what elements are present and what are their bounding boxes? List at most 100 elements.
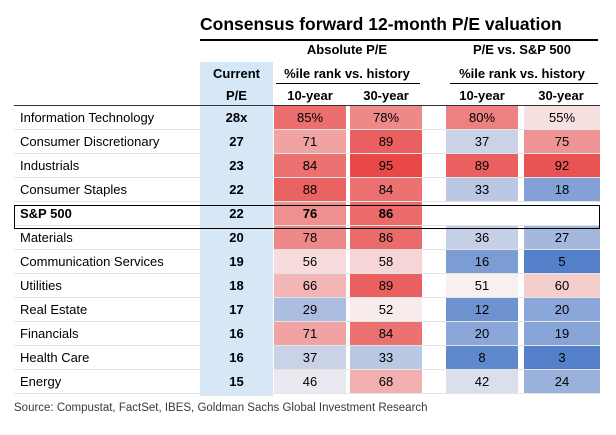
table-title: Consensus forward 12-month P/E valuation <box>200 14 562 34</box>
percentile-cell-abs10: 66 <box>274 274 346 298</box>
percentile-cell-abs30: 84 <box>350 178 422 202</box>
row-separator <box>14 225 600 226</box>
percentile-cell-rel10: 89 <box>446 154 518 178</box>
current-pe-value: 20 <box>229 230 244 245</box>
table-row: Information Technology 28x 85% 78% 80% 55% <box>14 106 600 130</box>
percentile-cell-rel30: 75 <box>524 130 600 154</box>
percentile-cell-abs30: 89 <box>350 130 422 154</box>
table-row: Consumer Staples 22 88 84 33 18 <box>14 178 600 202</box>
sector-label: Energy <box>20 374 62 389</box>
sector-label: Materials <box>20 230 73 245</box>
current-pe-value: 19 <box>229 254 244 269</box>
row-separator <box>14 345 600 346</box>
rel-10y-header: 10-year <box>459 88 505 103</box>
percentile-cell-rel30: 55% <box>524 106 600 130</box>
percentile-cell-abs30: 68 <box>350 370 422 394</box>
table-row: Health Care 16 37 33 8 3 <box>14 346 600 370</box>
source-note: Source: Compustat, FactSet, IBES, Goldma… <box>14 402 428 414</box>
relative-pe-header: P/E vs. S&P 500 <box>472 42 572 57</box>
current-header-line2: P/E <box>226 88 247 103</box>
absolute-subheader: %ile rank vs. history <box>284 66 410 81</box>
row-separator <box>14 369 600 370</box>
row-separator <box>14 393 600 394</box>
percentile-cell-abs30: 78% <box>350 106 422 130</box>
percentile-cell-abs30: 58 <box>350 250 422 274</box>
current-pe-value: 16 <box>229 326 244 341</box>
percentile-cell-abs10: 88 <box>274 178 346 202</box>
table-row: S&P 500 22 76 86 <box>14 202 600 226</box>
percentile-cell-abs10: 71 <box>274 322 346 346</box>
sector-label: Consumer Discretionary <box>20 134 160 149</box>
absolute-pe-header: Absolute P/E <box>306 42 388 57</box>
absolute-subheader-rule <box>276 83 420 84</box>
current-header-line1: Current <box>213 66 260 81</box>
row-separator <box>14 273 600 274</box>
abs-30y-header: 30-year <box>363 88 409 103</box>
sector-label: Information Technology <box>20 110 155 125</box>
percentile-cell-rel10: 20 <box>446 322 518 346</box>
title-underline <box>200 39 598 41</box>
percentile-cell-abs30: 52 <box>350 298 422 322</box>
percentile-cell-abs10: 46 <box>274 370 346 394</box>
percentile-cell-abs10: 84 <box>274 154 346 178</box>
current-pe-value: 15 <box>229 374 244 389</box>
percentile-cell-rel10: 8 <box>446 346 518 370</box>
percentile-cell-rel30: 60 <box>524 274 600 298</box>
current-pe-value: 22 <box>229 206 244 221</box>
percentile-cell-abs10: 56 <box>274 250 346 274</box>
current-pe-value: 22 <box>229 182 244 197</box>
sector-label: Health Care <box>20 350 90 365</box>
percentile-cell-rel30: 20 <box>524 298 600 322</box>
percentile-cell-rel10: 42 <box>446 370 518 394</box>
sector-label: Communication Services <box>20 254 164 269</box>
relative-subheader-rule <box>450 83 598 84</box>
relative-subheader: %ile rank vs. history <box>459 66 585 81</box>
row-separator <box>14 129 600 130</box>
percentile-cell-abs10: 78 <box>274 226 346 250</box>
percentile-cell-abs10: 37 <box>274 346 346 370</box>
sector-label: S&P 500 <box>20 206 72 221</box>
percentile-cell-abs10: 76 <box>274 202 346 226</box>
sp500-highlight-box <box>14 205 600 229</box>
percentile-cell-abs30: 95 <box>350 154 422 178</box>
abs-10y-header: 10-year <box>287 88 333 103</box>
sector-label: Industrials <box>20 158 80 173</box>
percentile-cell-rel10: 36 <box>446 226 518 250</box>
table-row: Real Estate 17 29 52 12 20 <box>14 298 600 322</box>
row-separator <box>14 153 600 154</box>
table-row: Utilities 18 66 89 51 60 <box>14 274 600 298</box>
percentile-cell-rel30: 27 <box>524 226 600 250</box>
row-separator <box>14 177 600 178</box>
current-pe-value: 18 <box>229 278 244 293</box>
current-pe-value: 17 <box>229 302 244 317</box>
percentile-cell-rel30: 5 <box>524 250 600 274</box>
percentile-cell-abs30: 86 <box>350 202 422 226</box>
percentile-cell-abs10: 71 <box>274 130 346 154</box>
percentile-cell-abs30: 84 <box>350 322 422 346</box>
current-pe-value: 23 <box>229 158 244 173</box>
percentile-cell-rel30: 3 <box>524 346 600 370</box>
table-row: Consumer Discretionary 27 71 89 37 75 <box>14 130 600 154</box>
sector-label: Real Estate <box>20 302 88 317</box>
current-pe-value: 28x <box>225 110 248 125</box>
percentile-cell-abs30: 89 <box>350 274 422 298</box>
row-separator <box>14 297 600 298</box>
row-separator <box>14 201 600 202</box>
table-row: Materials 20 78 86 36 27 <box>14 226 600 250</box>
percentile-cell-rel10: 12 <box>446 298 518 322</box>
percentile-cell-rel10: 51 <box>446 274 518 298</box>
sector-label: Consumer Staples <box>20 182 127 197</box>
row-separator <box>14 249 600 250</box>
sector-label: Financials <box>20 326 79 341</box>
percentile-cell-rel10: 33 <box>446 178 518 202</box>
percentile-cell-rel30: 18 <box>524 178 600 202</box>
percentile-cell-abs30: 33 <box>350 346 422 370</box>
current-pe-value: 27 <box>229 134 244 149</box>
percentile-cell-rel30: 19 <box>524 322 600 346</box>
percentile-cell-abs10: 29 <box>274 298 346 322</box>
percentile-cell-rel30: 92 <box>524 154 600 178</box>
percentile-cell-rel10: 80% <box>446 106 518 130</box>
header-bottom-rule <box>14 105 600 106</box>
table-row: Energy 15 46 68 42 24 <box>14 370 600 394</box>
table-row: Financials 16 71 84 20 19 <box>14 322 600 346</box>
